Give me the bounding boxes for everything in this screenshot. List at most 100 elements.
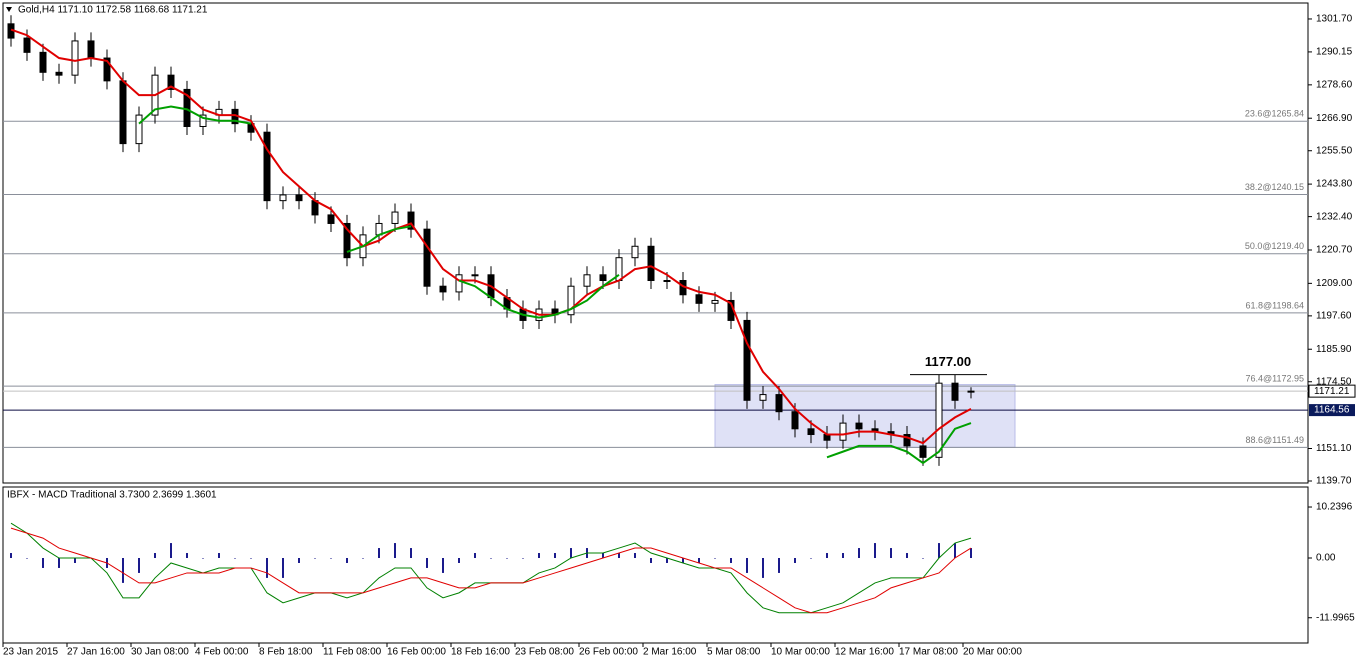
macd-bar [570, 548, 572, 559]
macd-bar [314, 558, 316, 559]
macd-bar [154, 553, 156, 559]
x-tick-label: 27 Jan 16:00 [67, 647, 125, 658]
y-tick-label: 1197.60 [1316, 311, 1352, 322]
macd-bar [42, 558, 44, 568]
candle-body [967, 390, 975, 393]
y-tick-label: 1185.90 [1316, 344, 1352, 355]
candle-body [279, 194, 287, 202]
x-tick-label: 23 Jan 2015 [3, 647, 58, 658]
macd-bar [906, 553, 908, 559]
macd-bar [490, 558, 492, 559]
macd-bar [186, 553, 188, 559]
x-tick-label: 4 Feb 00:00 [195, 647, 249, 658]
macd-line [10, 527, 972, 614]
candle-body [71, 40, 79, 76]
x-tick-label: 12 Mar 16:00 [835, 647, 894, 658]
candle-body [343, 222, 351, 259]
candle-body [167, 74, 175, 90]
y-tick-label: 1290.15 [1316, 47, 1353, 58]
y-tick-label: -11.9965 [1316, 612, 1355, 623]
macd-bar [890, 548, 892, 559]
macd-bar [858, 548, 860, 559]
candle-body [919, 445, 927, 458]
x-tick-label: 26 Feb 00:00 [579, 647, 638, 658]
macd-bar [458, 558, 460, 563]
y-tick-label: 1266.90 [1316, 113, 1353, 124]
macd-title: IBFX - MACD Traditional 3.7300 2.3699 1.… [7, 490, 217, 501]
x-tick-label: 11 Feb 08:00 [323, 647, 382, 658]
candle-body [759, 394, 767, 401]
macd-bar [954, 543, 956, 559]
macd-bar [138, 558, 140, 573]
candle-body [695, 294, 703, 304]
macd-bar [810, 558, 812, 559]
macd-bar [170, 543, 172, 559]
macd-panel [2, 486, 1309, 644]
candle-body [647, 245, 655, 282]
candle-body [135, 114, 143, 145]
macd-bar [378, 548, 380, 559]
y-tick-label: 1301.70 [1316, 14, 1353, 25]
x-tick-label: 18 Feb 16:00 [451, 647, 510, 658]
moving-average [10, 28, 972, 445]
candle-body [839, 422, 847, 441]
y-tick-label: 1220.70 [1316, 245, 1353, 256]
macd-bar [58, 558, 60, 568]
macd-bar [698, 558, 700, 563]
candle-body [263, 131, 271, 202]
macd-bar [762, 558, 764, 578]
macd-bar [410, 548, 412, 559]
candle-body [327, 214, 335, 224]
x-tick-label: 20 Mar 00:00 [963, 647, 1022, 658]
macd-bar [522, 558, 524, 559]
candle-body [855, 422, 863, 430]
fib-label: 76.4@1172.95 [1245, 374, 1304, 384]
y-tick-label: 10.2396 [1316, 502, 1353, 513]
macd-bar [506, 558, 508, 559]
main-panel [2, 2, 1309, 484]
macd-bar [474, 553, 476, 559]
support-tag-label: 1164.56 [1314, 405, 1350, 416]
macd-bar [730, 558, 732, 563]
y-tick-label: 1151.10 [1316, 443, 1352, 454]
title-icon [6, 7, 12, 12]
candle-body [87, 40, 95, 59]
macd-bar [426, 558, 428, 568]
price-tag [1308, 384, 1356, 398]
candle-body [407, 211, 415, 230]
y-tick-label: 1139.70 [1316, 476, 1352, 487]
chart-title: Gold,H4 1171.10 1172.58 1168.68 1171.21 [18, 5, 208, 16]
macd-bar [938, 543, 940, 559]
x-tick-label: 17 Mar 08:00 [899, 647, 958, 658]
y-tick-label: 1174.50 [1316, 376, 1352, 387]
candle-body [471, 274, 479, 277]
candle-body [199, 114, 207, 127]
macd-bar [250, 558, 252, 559]
macd-bar [922, 558, 924, 559]
candle-body [631, 245, 639, 259]
candle-body [23, 37, 31, 53]
macd-bar [266, 558, 268, 578]
macd-bar [122, 558, 124, 583]
annotation-label: 1177.00 [925, 354, 971, 369]
macd-bar [538, 553, 540, 559]
macd-bar [74, 558, 76, 563]
macd-bar [826, 553, 828, 559]
candle-body [583, 274, 591, 287]
macd-bar [10, 553, 12, 559]
fib-label: 38.2@1240.15 [1245, 182, 1304, 192]
macd-bar [682, 558, 684, 563]
macd-bar [794, 558, 796, 563]
macd-bar [634, 553, 636, 559]
candle-body [439, 285, 447, 293]
macd-bar [602, 553, 604, 559]
macd-bar [874, 543, 876, 559]
candle-body [567, 285, 575, 316]
candle-body [807, 428, 815, 436]
candle-body [119, 80, 127, 145]
macd-bar [618, 553, 620, 559]
y-tick-label: 0.00 [1316, 553, 1336, 564]
